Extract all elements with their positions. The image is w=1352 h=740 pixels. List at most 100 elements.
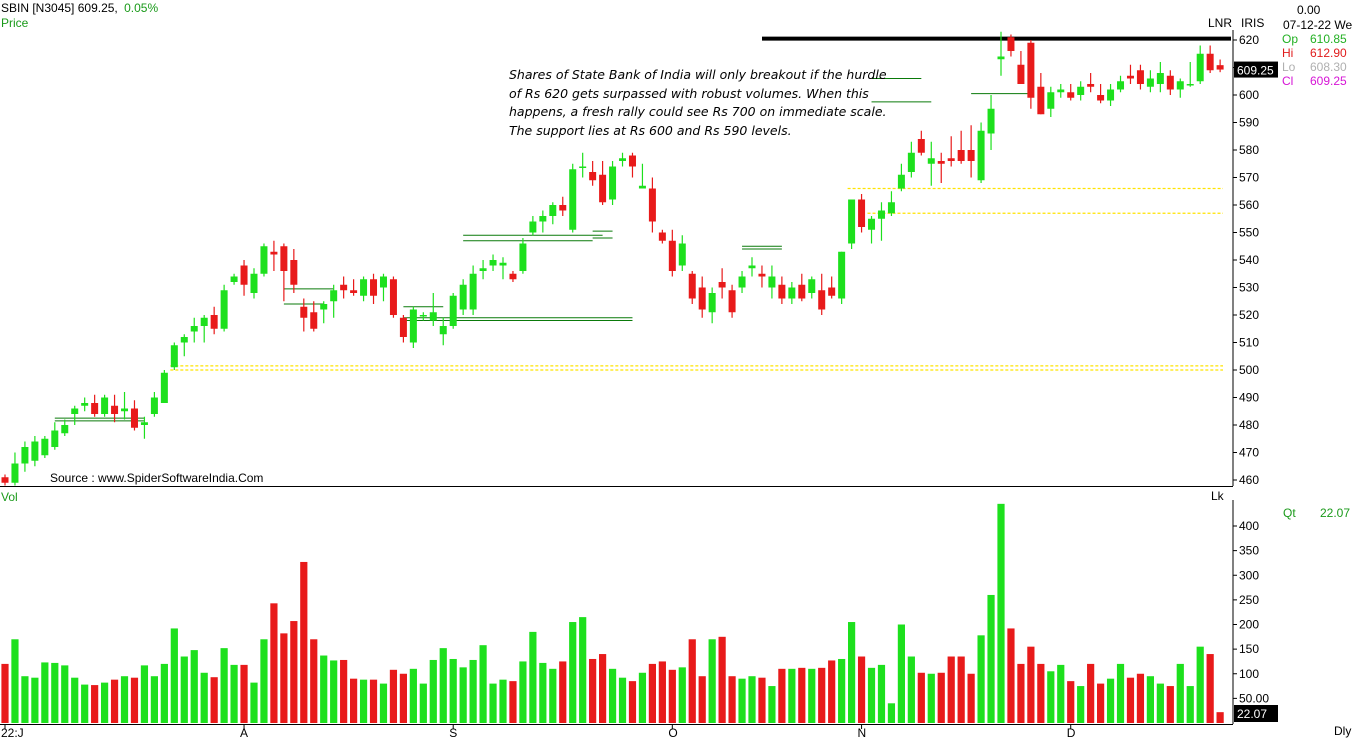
candle-body (360, 279, 368, 296)
volume-bar (11, 639, 19, 723)
price-tick-label: 490 (1239, 391, 1259, 405)
candle-body (579, 166, 587, 168)
candle-body (210, 315, 218, 329)
candle-body (658, 232, 666, 241)
volume-bar (559, 661, 567, 723)
volume-bar (240, 664, 248, 723)
volume-bar (1126, 677, 1135, 723)
candle-body (1117, 81, 1125, 90)
candle-body (170, 345, 178, 368)
volume-bar (369, 679, 378, 723)
volume-bar (200, 672, 208, 723)
volume-bar (389, 669, 398, 723)
candle-body (529, 221, 537, 233)
candle-body (459, 284, 467, 310)
volume-bar (21, 676, 29, 723)
volume-bar (1017, 663, 1025, 723)
volume-bar (738, 678, 746, 723)
volume-bar (479, 645, 487, 723)
ohlc-open-label: Op (1282, 32, 1299, 46)
volume-bar (957, 656, 965, 723)
volume-bar (509, 681, 517, 723)
volume-bar (230, 664, 238, 723)
candle-body (320, 304, 328, 310)
volume-bar (1037, 663, 1045, 723)
candle-body (310, 312, 318, 329)
candle-body (130, 408, 138, 428)
volume-bar (320, 655, 328, 723)
price-tick-label: 540 (1239, 253, 1259, 267)
volume-bar (1196, 646, 1204, 723)
volume-bar (1216, 712, 1224, 723)
candle-body (81, 403, 89, 406)
candle-body (947, 158, 955, 161)
volume-bar (110, 679, 119, 723)
price-tick-label: 550 (1239, 226, 1259, 240)
candle-body (638, 185, 646, 189)
candle-body (1097, 95, 1105, 101)
volume-bar (340, 659, 348, 723)
volume-label: Vol (1, 490, 18, 504)
candle-body (868, 218, 876, 230)
candle-body (1176, 81, 1184, 90)
iris-label: IRIS (1241, 16, 1265, 30)
volume-tick-label: 100 (1239, 667, 1259, 681)
volume-bar (788, 668, 796, 723)
candle-body (688, 273, 696, 299)
candle-body (51, 430, 59, 447)
ohlc-low-value: 608.30 (1310, 60, 1347, 74)
candle-body (848, 199, 856, 244)
candle-body (559, 205, 567, 211)
ohlc-low-label: Lo (1282, 60, 1296, 74)
volume-bar (808, 668, 816, 723)
volume-bar (877, 664, 886, 723)
candle-body (987, 108, 995, 134)
candle-body (1027, 42, 1035, 98)
volume-bar (31, 677, 39, 723)
volume-bar (668, 669, 676, 723)
candle-body (1057, 89, 1065, 93)
time-tick-label: O (668, 726, 677, 740)
candle-body (280, 246, 288, 271)
candle-body (469, 273, 477, 310)
chart-header: SBIN [N3045] 609.25, 0.05% (1, 1, 158, 15)
candle-body (738, 276, 746, 288)
candle-body (419, 315, 427, 317)
candle-body (1047, 92, 1055, 109)
volume-bar (539, 662, 547, 723)
candle-body (569, 169, 577, 230)
volume-bar (907, 656, 915, 723)
candle-body (489, 260, 497, 266)
candle-body (1206, 53, 1214, 71)
price-tick-label: 620 (1239, 33, 1259, 47)
volume-bar (1166, 686, 1174, 723)
volume-bar (399, 673, 407, 723)
candle-body (1156, 73, 1164, 84)
volume-bar (589, 658, 597, 723)
volume-bar (150, 676, 158, 723)
candle-body (330, 290, 338, 302)
volume-bar (91, 685, 99, 723)
ohlc-panel: Op 610.85 Hi 612.90 Lo 608.30 Cl 609.25 (1282, 32, 1347, 88)
candle-body (260, 246, 268, 274)
volume-bar (897, 624, 905, 723)
volume-bar (1106, 678, 1115, 723)
candle-body (121, 408, 129, 412)
candle-body (160, 372, 168, 403)
volume-bar (41, 662, 49, 723)
price-series-label: Price (1, 16, 29, 30)
candle-body (549, 205, 557, 216)
price-tick-label: 510 (1239, 336, 1259, 350)
price-tick-label: 560 (1239, 198, 1259, 212)
candle-body (628, 155, 636, 167)
time-tick-label: S (449, 726, 457, 740)
candle-body (479, 268, 487, 271)
candle-body (1146, 78, 1154, 87)
candle-body (599, 174, 607, 203)
volume-bar (310, 639, 318, 723)
volume-tick-label: 400 (1239, 519, 1259, 533)
volume-bar (1047, 671, 1055, 723)
volume-bar (887, 703, 896, 723)
price-tick-label: 590 (1239, 116, 1259, 130)
candle-body (200, 317, 208, 326)
